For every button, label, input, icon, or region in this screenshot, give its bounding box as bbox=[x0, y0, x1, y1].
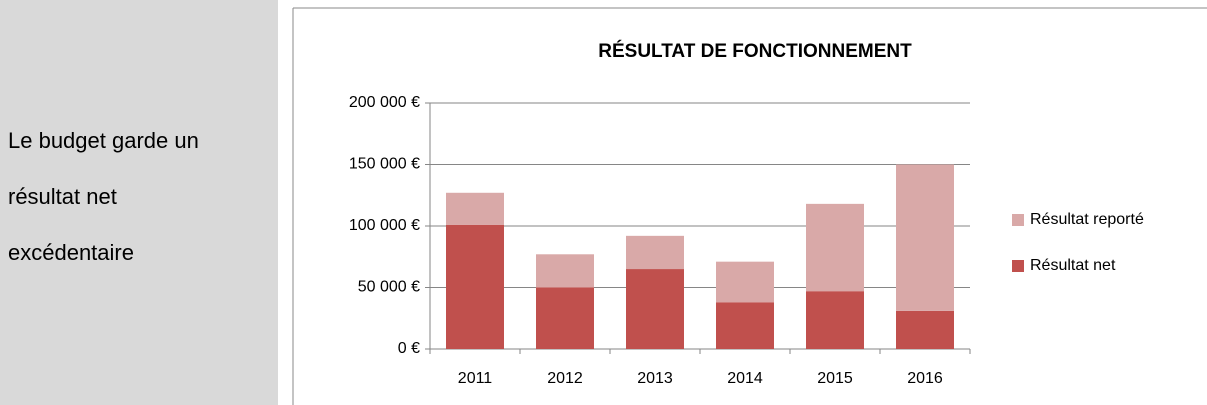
bar bbox=[626, 269, 684, 349]
y-tick-label: 100 000 € bbox=[349, 217, 420, 234]
bar bbox=[536, 287, 594, 349]
bar bbox=[896, 164, 954, 311]
x-tick-label: 2015 bbox=[817, 370, 853, 387]
x-tick-label: 2013 bbox=[637, 370, 673, 387]
bar bbox=[446, 192, 504, 225]
side-panel: Le budget garde un résultat net excédent… bbox=[0, 0, 278, 405]
panel-text: Le budget garde un bbox=[8, 128, 199, 153]
bar bbox=[716, 261, 774, 303]
legend-swatch bbox=[1012, 214, 1024, 226]
bar bbox=[896, 310, 954, 349]
bar bbox=[806, 291, 864, 349]
legend-label: Résultat net bbox=[1030, 257, 1116, 274]
bar bbox=[446, 224, 504, 349]
panel-text: excédentaire bbox=[8, 240, 134, 265]
y-tick-label: 0 € bbox=[398, 340, 420, 357]
chart-title: RÉSULTAT DE FONCTIONNEMENT bbox=[598, 40, 912, 62]
panel-text: résultat net bbox=[8, 184, 117, 209]
bar bbox=[806, 203, 864, 292]
x-tick-label: 2012 bbox=[547, 370, 583, 387]
legend-label: Résultat reporté bbox=[1030, 211, 1144, 228]
y-tick-label: 150 000 € bbox=[349, 156, 420, 173]
bar bbox=[716, 302, 774, 349]
bar bbox=[626, 235, 684, 270]
bar bbox=[536, 254, 594, 288]
x-tick-label: 2011 bbox=[458, 370, 493, 387]
y-tick-label: 200 000 € bbox=[349, 94, 420, 111]
y-tick-label: 50 000 € bbox=[358, 279, 420, 296]
x-tick-label: 2014 bbox=[727, 370, 763, 387]
x-tick-label: 2016 bbox=[907, 370, 943, 387]
legend-swatch bbox=[1012, 260, 1024, 272]
